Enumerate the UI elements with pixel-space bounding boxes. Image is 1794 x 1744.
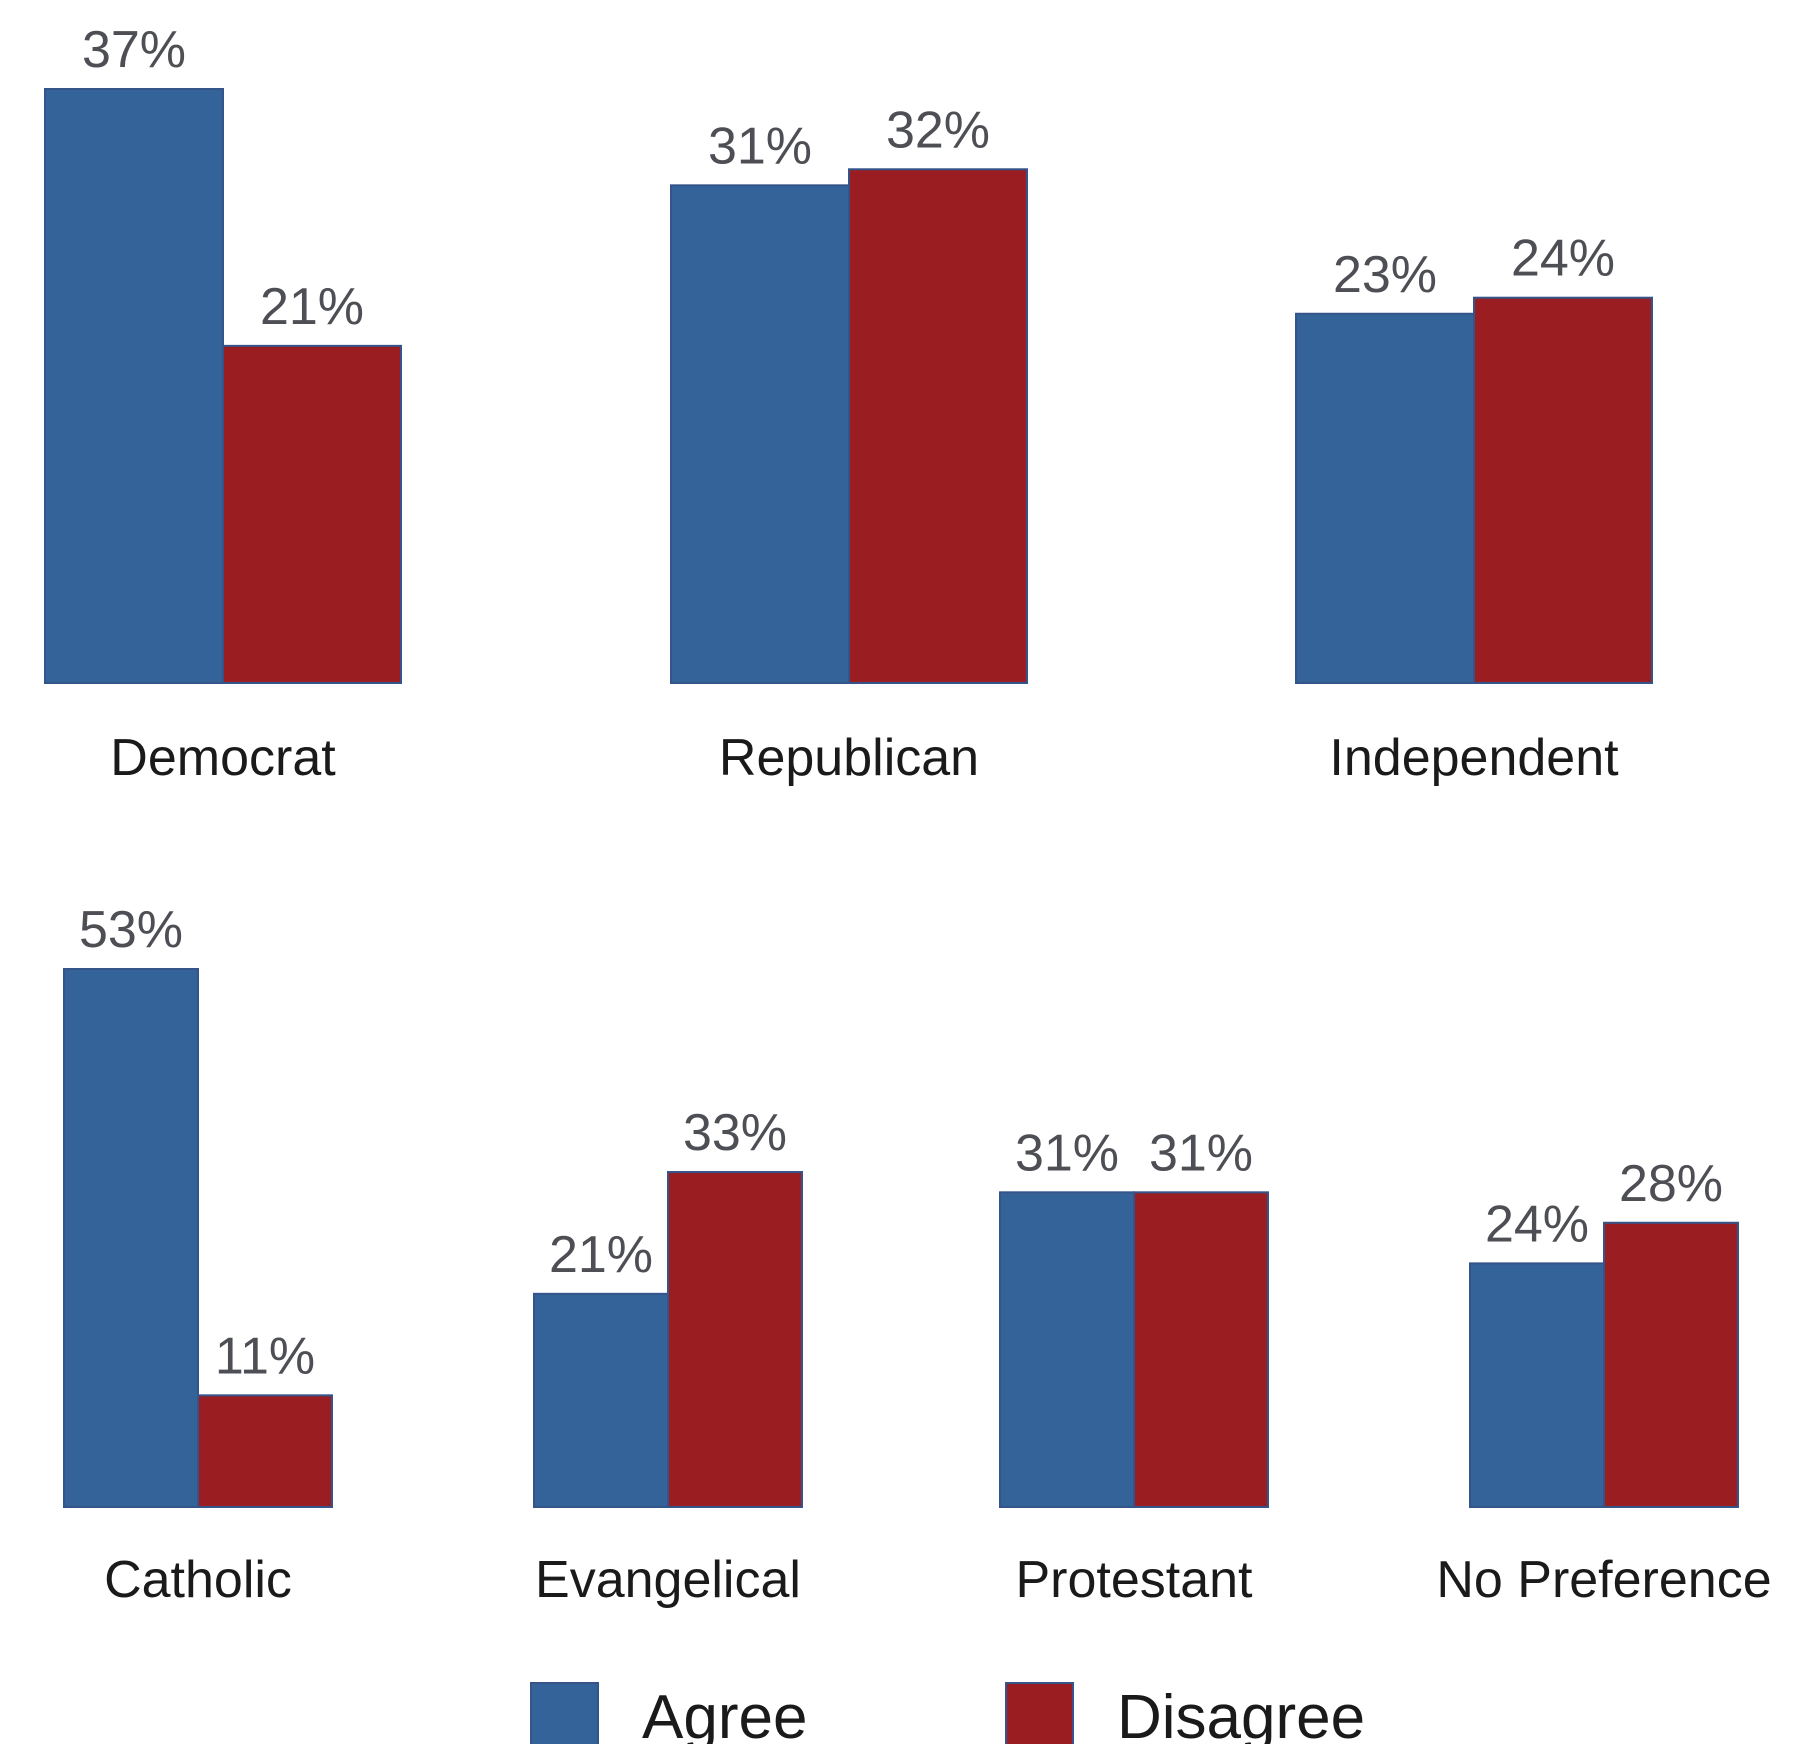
bar-democrat-agree: [44, 88, 224, 684]
category-label-evangelical: Evangelical: [535, 1551, 801, 1609]
bar-protestant-disagree: [1133, 1191, 1269, 1509]
category-label-republican: Republican: [719, 729, 979, 787]
category-label-no-preference: No Preference: [1436, 1551, 1771, 1609]
value-label-republican-agree: 31%: [708, 117, 812, 175]
value-label-no-preference-agree: 24%: [1485, 1195, 1589, 1253]
category-label-democrat: Democrat: [110, 729, 336, 787]
value-label-no-preference-disagree: 28%: [1619, 1155, 1723, 1213]
bar-independent-disagree: [1473, 296, 1653, 684]
legend-label-disagree: Disagree: [1117, 1683, 1365, 1744]
bar-evangelical-agree: [533, 1292, 669, 1509]
value-label-protestant-disagree: 31%: [1149, 1124, 1253, 1182]
value-label-independent-disagree: 24%: [1511, 230, 1615, 288]
value-label-protestant-agree: 31%: [1015, 1124, 1119, 1182]
religion-chart-panel: 53% 11% Catholic 21% 33% Evangelical 31% 31% Pro…: [63, 901, 1772, 1609]
bar-no-preference-agree: [1469, 1262, 1605, 1508]
value-label-republican-disagree: 32%: [886, 101, 990, 159]
bar-republican-disagree: [848, 168, 1028, 684]
value-label-democrat-disagree: 21%: [260, 278, 364, 336]
bar-republican-agree: [670, 184, 850, 685]
legend-swatch-disagree: [1005, 1682, 1074, 1744]
bar-protestant-agree: [999, 1191, 1135, 1509]
bar-no-preference-disagree: [1603, 1221, 1739, 1508]
bar-catholic-disagree: [197, 1394, 333, 1508]
value-label-catholic-disagree: 11%: [215, 1327, 315, 1385]
value-label-democrat-agree: 37%: [82, 21, 186, 79]
legend-swatch-agree: [530, 1682, 599, 1744]
bar-democrat-disagree: [222, 344, 402, 684]
value-label-evangelical-disagree: 33%: [683, 1104, 787, 1162]
category-label-protestant: Protestant: [1015, 1551, 1253, 1609]
value-label-catholic-agree: 53%: [79, 901, 183, 959]
legend-label-agree: Agree: [642, 1683, 807, 1744]
value-label-evangelical-agree: 21%: [549, 1226, 653, 1284]
category-label-independent: Independent: [1329, 729, 1619, 787]
bar-independent-agree: [1295, 312, 1475, 684]
category-label-catholic: Catholic: [104, 1551, 292, 1609]
chart-legend: Agree Disagree: [530, 1682, 1365, 1744]
bar-evangelical-disagree: [667, 1171, 803, 1509]
value-label-independent-agree: 23%: [1333, 246, 1437, 304]
party-chart-panel: 37% 21% Democrat 31% 32% Republican 23% 24% Inde…: [44, 21, 1653, 787]
bar-catholic-agree: [63, 968, 199, 1508]
